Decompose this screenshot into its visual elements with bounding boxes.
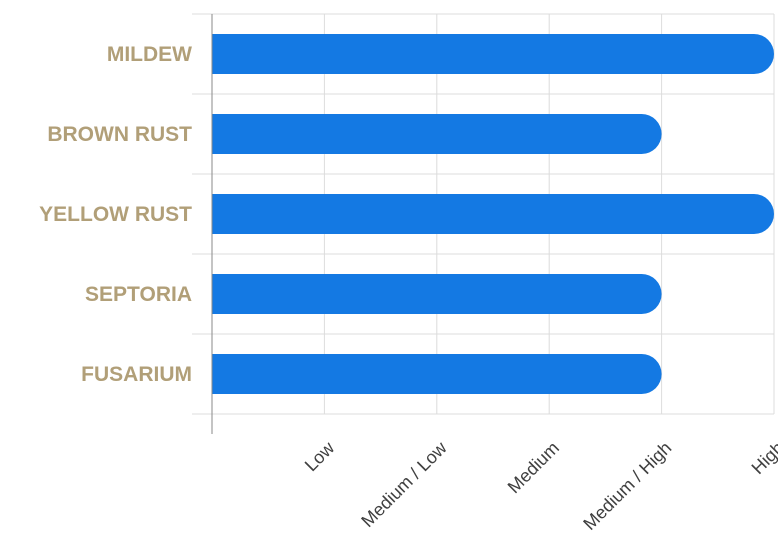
bar-fusarium [212, 354, 662, 394]
category-label: MILDEW [107, 43, 192, 66]
x-tick-label: Low [301, 437, 339, 475]
x-tick-label: Medium / High [579, 438, 675, 534]
bar-septoria [212, 274, 662, 314]
bar-brown-rust [212, 114, 662, 154]
category-label: SEPTORIA [85, 283, 192, 306]
category-label: FUSARIUM [81, 363, 192, 386]
x-tick-label: High [748, 438, 778, 478]
bar-yellow-rust [212, 194, 774, 234]
category-label: YELLOW RUST [39, 203, 192, 226]
x-tick-labels: Low Medium / Low Medium Medium / High High [301, 437, 778, 534]
x-tick-label: Medium [504, 438, 563, 497]
bar-series [212, 34, 774, 394]
bar-mildew [212, 34, 774, 74]
category-label: BROWN RUST [47, 123, 192, 146]
x-tick-label: Medium / Low [357, 437, 451, 531]
category-labels: MILDEW BROWN RUST YELLOW RUST SEPTORIA FUSAR… [39, 43, 192, 386]
